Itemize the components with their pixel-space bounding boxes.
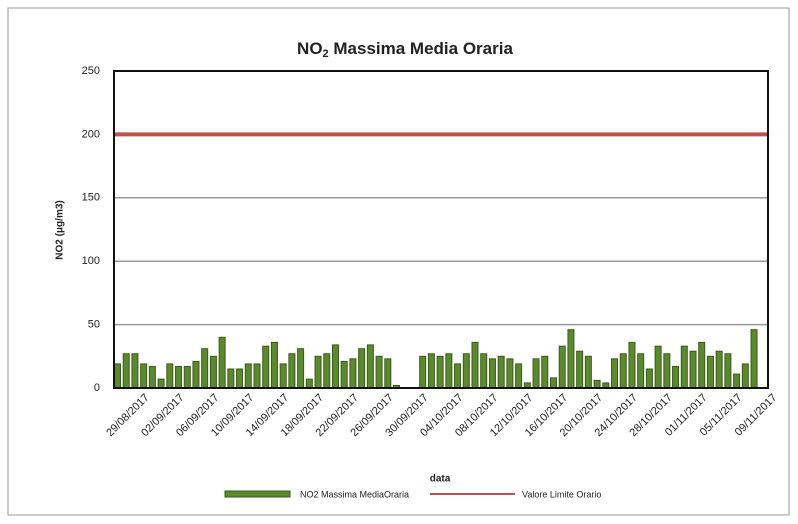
bar (209, 355, 217, 389)
bar (611, 358, 619, 389)
legend-label: Valore Limite Orario (522, 489, 601, 499)
bar (157, 378, 165, 389)
bar (715, 350, 723, 389)
bar (384, 358, 392, 389)
bar (305, 378, 313, 389)
bar (576, 350, 584, 389)
bar (488, 358, 496, 389)
bar (654, 345, 662, 389)
bar (262, 345, 270, 389)
bar (436, 355, 444, 389)
bar (297, 348, 305, 389)
bar (741, 363, 749, 389)
bar (140, 363, 148, 389)
bar (244, 363, 252, 389)
bar (558, 345, 566, 389)
bar (724, 353, 732, 389)
bar (663, 353, 671, 389)
bar (323, 353, 331, 389)
chart-title: NO2 Massima Media Oraria (297, 39, 513, 59)
bar (462, 353, 470, 389)
bar (541, 355, 549, 389)
bar (672, 365, 680, 389)
y-axis-label: NO2 (μg/m3) (55, 200, 66, 259)
y-tick-label: 50 (88, 319, 100, 331)
bar (454, 363, 462, 389)
bar (628, 341, 636, 389)
bar (358, 348, 366, 389)
bar (706, 355, 714, 389)
bar (750, 329, 758, 389)
bar (218, 336, 226, 389)
bar (445, 353, 453, 389)
x-axis-label: data (430, 474, 451, 485)
y-tick-label: 200 (82, 128, 100, 140)
bar (166, 363, 174, 389)
title-subscript: 2 (323, 48, 329, 60)
bar (733, 373, 741, 389)
bar (331, 344, 339, 389)
bar (201, 348, 209, 389)
bar (340, 360, 348, 389)
bar (619, 353, 627, 389)
bar (698, 341, 706, 389)
bar (288, 353, 296, 389)
bar (349, 358, 357, 389)
bar (637, 353, 645, 389)
bar (314, 355, 322, 389)
y-tick-label: 250 (82, 65, 100, 77)
y-tick-label: 150 (82, 192, 100, 204)
bar (497, 355, 505, 389)
plot-border (113, 70, 769, 389)
bar (567, 329, 575, 389)
bar (419, 355, 427, 389)
bar (549, 377, 557, 389)
bar (645, 368, 653, 389)
bar (122, 353, 130, 389)
bar (131, 353, 139, 389)
bar (192, 360, 200, 389)
bar (680, 345, 688, 389)
bar (270, 341, 278, 389)
bar (279, 363, 287, 389)
bar (689, 350, 697, 389)
bar (471, 341, 479, 389)
bar (515, 363, 523, 389)
title-part: Massima Media Oraria (329, 39, 514, 58)
bar (175, 365, 183, 389)
bar (366, 344, 374, 389)
bar (253, 363, 261, 389)
legend-swatch (224, 490, 291, 498)
bar (480, 353, 488, 389)
bar (584, 355, 592, 389)
y-tick-label: 100 (82, 255, 100, 267)
bar (375, 355, 383, 389)
bar (532, 358, 540, 389)
bar (113, 363, 121, 389)
bar (148, 365, 156, 389)
title-part: NO (297, 39, 323, 58)
bar (227, 368, 235, 389)
bar (506, 358, 514, 389)
y-tick-label: 0 (94, 382, 100, 394)
bar (183, 365, 191, 389)
bar (427, 353, 435, 389)
legend-label: NO2 Massima MediaOraria (300, 489, 409, 499)
bar (593, 379, 601, 389)
bar (236, 368, 244, 389)
